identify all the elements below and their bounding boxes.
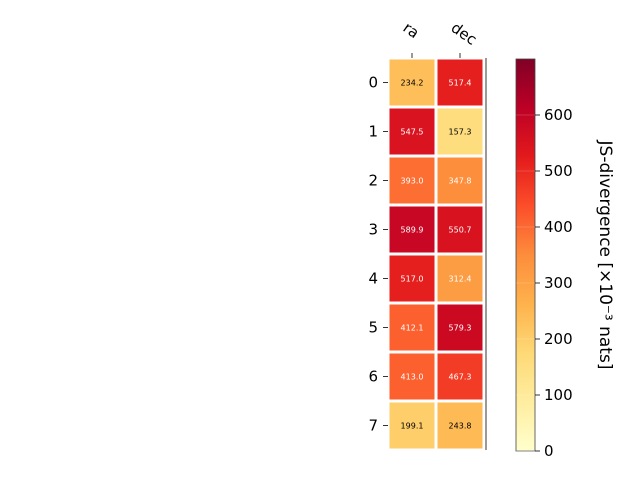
colorbar-tick-label: 300 (544, 274, 573, 292)
cell-value-label: 199.1 (401, 422, 424, 431)
colorbar-label: JS-divergence [×10⁻³ nats] (595, 140, 615, 370)
cell-value-label: 517.4 (449, 79, 472, 88)
y-tick-label: 4 (368, 270, 378, 288)
heatmap-cell-7-0 (388, 401, 436, 450)
cell-value-label: 347.8 (449, 177, 472, 186)
colorbar: 0 100 200 300 400 500 600 JS-divergence [×10⁻³ … (515, 58, 615, 460)
colorbar-gradient (515, 58, 536, 452)
heatmap-cell-4-0 (388, 254, 436, 303)
y-tick-label: 6 (368, 368, 378, 386)
colorbar-tick-label: 0 (544, 442, 554, 460)
heatmap-cell-3-0 (388, 205, 436, 254)
cell-value-label: 412.1 (401, 324, 424, 333)
heatmap-cell-6-0 (388, 352, 436, 401)
colorbar-tick-label: 100 (544, 386, 573, 404)
heatmap-cell-0-0 (388, 58, 436, 107)
heatmap-cell-3-1 (436, 205, 484, 254)
heatmap-cell-1-0 (388, 107, 436, 156)
heatmap-cell-4-1 (436, 254, 484, 303)
heatmap-cell-6-1 (436, 352, 484, 401)
cell-value-label: 413.0 (401, 373, 424, 382)
cell-value-label: 393.0 (401, 177, 424, 186)
x-tick-label: dec (448, 19, 480, 49)
cell-value-label: 550.7 (449, 226, 472, 235)
y-tick-label: 5 (368, 319, 378, 337)
heatmap-cell-5-0 (388, 303, 436, 352)
cell-value-label: 234.2 (401, 79, 424, 88)
cell-value-label: 243.8 (449, 422, 472, 431)
colorbar-tick-label: 500 (544, 162, 573, 180)
heatmap-cell-7-1 (436, 401, 484, 450)
colorbar-tick-label: 200 (544, 330, 573, 348)
x-tick-label: ra (400, 19, 423, 43)
y-tick-label: 1 (368, 123, 378, 141)
heatmap-cell-2-0 (388, 156, 436, 205)
cell-value-label: 517.0 (401, 275, 424, 284)
heatmap-cell-0-1 (436, 58, 484, 107)
cell-value-label: 312.4 (449, 275, 472, 284)
heatmap-cell-5-1 (436, 303, 484, 352)
cell-value-label: 157.3 (449, 128, 472, 137)
y-tick-label: 2 (368, 172, 378, 190)
cell-value-label: 579.3 (449, 324, 472, 333)
cell-value-label: 467.3 (449, 373, 472, 382)
cell-value-label: 589.9 (401, 226, 424, 235)
y-tick-label: 3 (368, 221, 378, 239)
y-tick-label: 7 (368, 417, 378, 435)
cell-value-label: 547.5 (401, 128, 424, 137)
y-tick-label: 0 (368, 74, 378, 92)
heatmap-cell-1-1 (436, 107, 484, 156)
heatmap-cell-2-1 (436, 156, 484, 205)
colorbar-tick-label: 400 (544, 218, 573, 236)
colorbar-tick-label: 600 (544, 106, 573, 124)
heatmap-grid: 234.2 517.4 547.5 157.3 393.0 347.8 589.9 550.7… (368, 19, 487, 450)
